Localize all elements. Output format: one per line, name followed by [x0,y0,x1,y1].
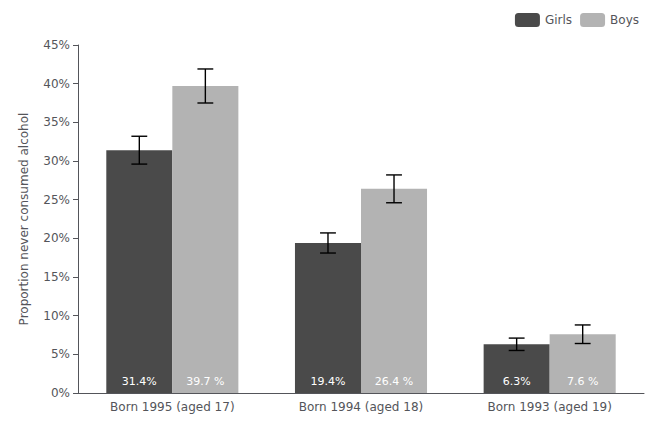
svg-text:6.3%: 6.3% [503,375,531,388]
svg-text:45%: 45% [43,38,70,52]
svg-text:20%: 20% [43,231,70,245]
svg-text:25%: 25% [43,193,70,207]
svg-text:Born 1995 (aged 17): Born 1995 (aged 17) [110,400,235,414]
svg-text:35%: 35% [43,115,70,129]
svg-text:Proportion never consumed alco: Proportion never consumed alcohol [17,113,31,326]
svg-text:5%: 5% [51,347,70,361]
svg-text:Girls: Girls [545,13,572,27]
svg-text:Born 1994 (aged 18): Born 1994 (aged 18) [299,400,424,414]
svg-text:30%: 30% [43,154,70,168]
svg-text:0%: 0% [51,386,70,400]
svg-text:39.7 %: 39.7 % [186,375,224,388]
svg-text:15%: 15% [43,270,70,284]
svg-text:40%: 40% [43,77,70,91]
svg-text:19.4%: 19.4% [311,375,346,388]
svg-text:10%: 10% [43,309,70,323]
svg-text:31.4%: 31.4% [122,375,157,388]
svg-text:26.4 %: 26.4 % [375,375,413,388]
svg-text:Boys: Boys [610,13,639,27]
svg-text:Born 1993 (aged 19): Born 1993 (aged 19) [487,400,612,414]
svg-text:7.6 %: 7.6 % [567,375,598,388]
